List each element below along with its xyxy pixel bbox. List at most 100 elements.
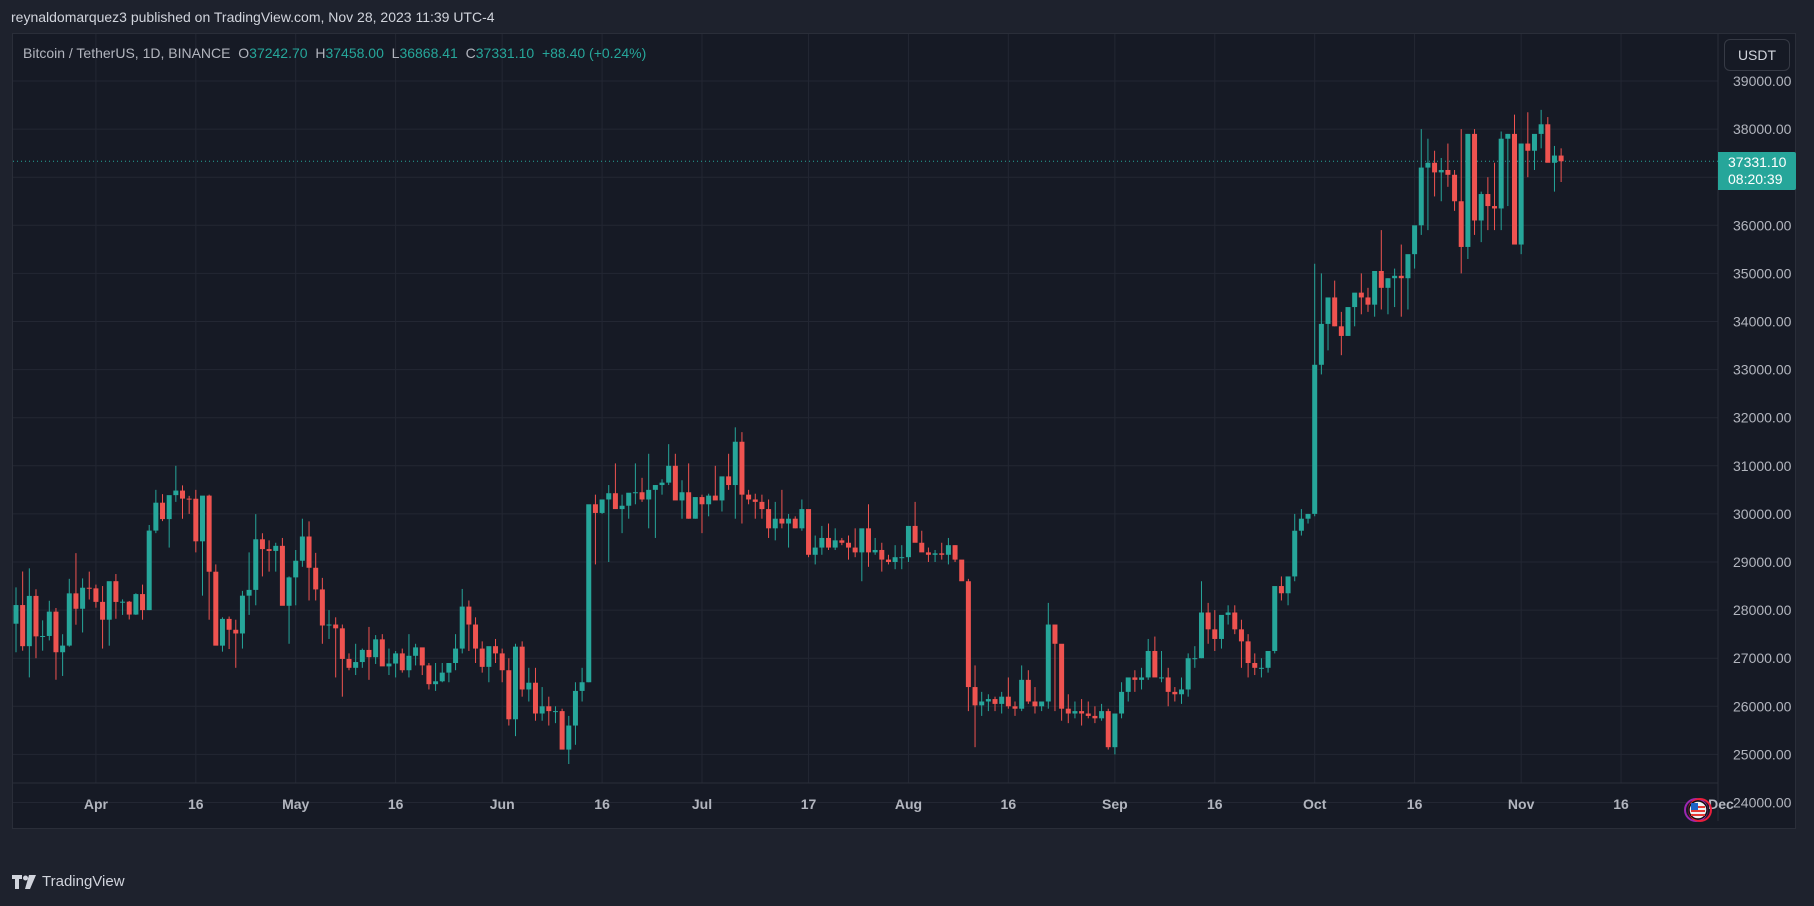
candle-body xyxy=(1245,641,1251,664)
candle-body xyxy=(413,647,419,656)
candle-body xyxy=(879,549,885,560)
candle-body xyxy=(1512,133,1517,245)
candle-body xyxy=(233,629,239,634)
us-flag-event-icon[interactable] xyxy=(1683,797,1715,823)
candle-body xyxy=(346,658,352,668)
candle-body xyxy=(319,589,325,626)
candle-body xyxy=(1165,677,1171,692)
candle-body xyxy=(13,605,19,624)
candle-body xyxy=(632,492,638,494)
candle-body xyxy=(1159,677,1165,679)
candle-body xyxy=(493,646,499,654)
candle-body xyxy=(473,624,479,649)
candle-body xyxy=(173,490,179,496)
candle-body xyxy=(939,553,945,555)
candle-body xyxy=(812,547,818,555)
candle-body xyxy=(100,601,106,620)
candle-body xyxy=(1531,133,1537,151)
candle-body xyxy=(706,495,712,505)
candle-body xyxy=(66,593,72,646)
candle-body xyxy=(1232,612,1238,630)
candle-body xyxy=(1112,713,1118,748)
candle-body xyxy=(120,601,126,603)
candle-body xyxy=(286,577,292,606)
candle-body xyxy=(612,493,618,510)
candle-body xyxy=(999,696,1005,704)
candle-body xyxy=(1252,663,1258,668)
candle-body xyxy=(399,653,405,671)
candle-body xyxy=(326,624,332,626)
candle-body xyxy=(1212,629,1218,639)
candle-body xyxy=(106,581,112,620)
candle-body xyxy=(453,648,459,664)
candle-body xyxy=(679,492,685,501)
candle-body xyxy=(832,540,838,548)
candle-body xyxy=(1485,194,1491,207)
symbol-title[interactable]: Bitcoin / TetherUS, 1D, BINANCE xyxy=(23,45,231,61)
price-tick-label: 27000.00 xyxy=(1733,650,1792,666)
candle-body xyxy=(353,662,359,668)
candle-body xyxy=(1079,711,1085,714)
currency-button[interactable]: USDT xyxy=(1724,39,1790,71)
candle-body xyxy=(479,648,485,667)
candle-body xyxy=(626,492,632,506)
open-value: 37242.70 xyxy=(249,45,308,61)
candle-body xyxy=(659,482,665,486)
candle-body xyxy=(1365,297,1371,305)
candle-body xyxy=(1045,624,1051,702)
candle-body xyxy=(379,639,385,667)
last-price-label: 37331.10 08:20:39 xyxy=(1718,152,1796,190)
candle-body xyxy=(1179,689,1184,695)
candle-body xyxy=(1345,307,1351,336)
candle-body xyxy=(1198,612,1204,659)
candle-body xyxy=(826,537,832,548)
candle-body xyxy=(646,489,652,500)
candle-body xyxy=(972,687,978,706)
candle-body xyxy=(386,663,392,667)
candle-body xyxy=(239,595,245,634)
candle-body xyxy=(619,505,625,510)
candle-body xyxy=(952,545,958,560)
candle-body xyxy=(859,528,865,553)
candle-body xyxy=(979,701,985,706)
candle-body xyxy=(1405,254,1411,279)
candle-body xyxy=(1258,667,1264,669)
candle-body xyxy=(126,601,132,615)
candle-body xyxy=(1145,650,1151,678)
candle-body xyxy=(219,618,225,646)
candle-body xyxy=(213,571,219,646)
time-tick-label: 16 xyxy=(188,796,204,812)
price-tick-label: 28000.00 xyxy=(1733,602,1792,618)
candle-body xyxy=(792,518,798,529)
candle-body xyxy=(339,628,345,659)
price-tick-label: 30000.00 xyxy=(1733,506,1792,522)
time-tick-label: 17 xyxy=(801,796,817,812)
candlestick-chart[interactable]: 24000.00 25000.00 26000.00 27000.00 28000.00… xyxy=(13,34,1795,828)
candle-body xyxy=(1425,162,1431,168)
candle-body xyxy=(1005,696,1011,707)
candle-body xyxy=(786,518,792,524)
candle-body xyxy=(1372,270,1378,305)
candle-body xyxy=(1412,225,1418,255)
low-value: 36868.41 xyxy=(399,45,458,61)
candle-body xyxy=(652,485,658,490)
candle-body xyxy=(819,537,825,548)
candle-body xyxy=(865,528,871,553)
candle-body xyxy=(439,672,445,682)
candle-body xyxy=(1272,586,1278,651)
candle-body xyxy=(1032,701,1038,707)
candle-body xyxy=(712,495,718,501)
candle-body xyxy=(1125,677,1131,692)
candle-body xyxy=(1292,530,1298,577)
price-tick-label: 29000.00 xyxy=(1733,554,1792,570)
time-tick-label: Jul xyxy=(692,796,712,812)
candle-body xyxy=(965,581,971,688)
time-tick-label: Jun xyxy=(490,796,515,812)
time-tick-label: Oct xyxy=(1303,796,1327,812)
candle-body xyxy=(273,545,279,551)
candle-body xyxy=(313,567,319,590)
candle-body xyxy=(160,502,166,520)
candle-body xyxy=(426,665,432,685)
candle-body xyxy=(885,559,891,562)
candle-body xyxy=(333,624,339,629)
